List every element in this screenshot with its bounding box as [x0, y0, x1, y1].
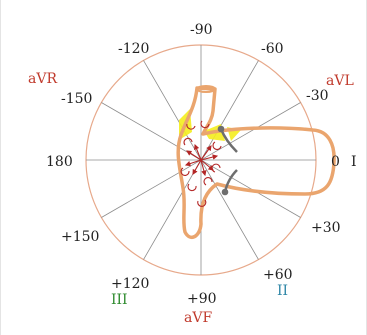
lower-node [221, 188, 229, 196]
angle-label-180: 180 [46, 154, 73, 170]
angle-label-0: 0 [331, 154, 340, 170]
lead-labels: I II III aVR aVL aVF [28, 71, 357, 326]
angle-label-minus30: -30 [306, 88, 329, 104]
vector-loop [180, 167, 190, 176]
axis-lines [86, 45, 316, 275]
angle-label-minus120: -120 [118, 41, 149, 57]
angle-label-plus120: +120 [111, 276, 149, 292]
lead-label-ii: II [277, 283, 288, 299]
conduction-nodes [217, 125, 238, 196]
vector-loop [187, 183, 197, 192]
angle-label-minus90: -90 [190, 22, 213, 38]
angle-label-plus150: +150 [61, 229, 99, 245]
vessel-opening [196, 85, 216, 93]
vector-loop [186, 123, 196, 130]
angle-label-plus90: +90 [187, 291, 217, 307]
angle-labels: 0 +30 +60 +90 +120 +150 180 -150 -120 -9… [46, 22, 341, 307]
vector-arrow [184, 159, 202, 167]
lead-label-avl: aVL [326, 73, 354, 89]
vector-arrow [200, 154, 219, 161]
lead-label-i: I [351, 154, 357, 170]
vector-arrow [200, 145, 212, 161]
lead-label-iii: III [111, 292, 128, 308]
vector-arrow [192, 159, 202, 175]
vector-arrow [200, 159, 214, 171]
depolarization-vectors [184, 143, 219, 177]
lead-label-avr: aVR [28, 71, 57, 87]
vector-loops [180, 120, 222, 207]
vector-loop [203, 177, 213, 186]
upper-node [217, 125, 225, 133]
angle-label-minus60: -60 [261, 41, 284, 57]
heart-outline [176, 86, 336, 240]
vector-loop [212, 141, 222, 150]
vector-loop [183, 137, 193, 146]
vector-arrow [186, 150, 202, 161]
angle-label-plus30: +30 [311, 220, 341, 236]
vector-loop [200, 120, 210, 129]
angle-label-plus60: +60 [263, 267, 293, 283]
lead-label-avf: aVF [184, 310, 212, 326]
vector-arrow [200, 159, 207, 177]
angle-label-minus150: -150 [61, 91, 92, 107]
vector-loop [197, 199, 207, 207]
vector-loop [211, 163, 221, 173]
vector-arrow [194, 143, 202, 161]
